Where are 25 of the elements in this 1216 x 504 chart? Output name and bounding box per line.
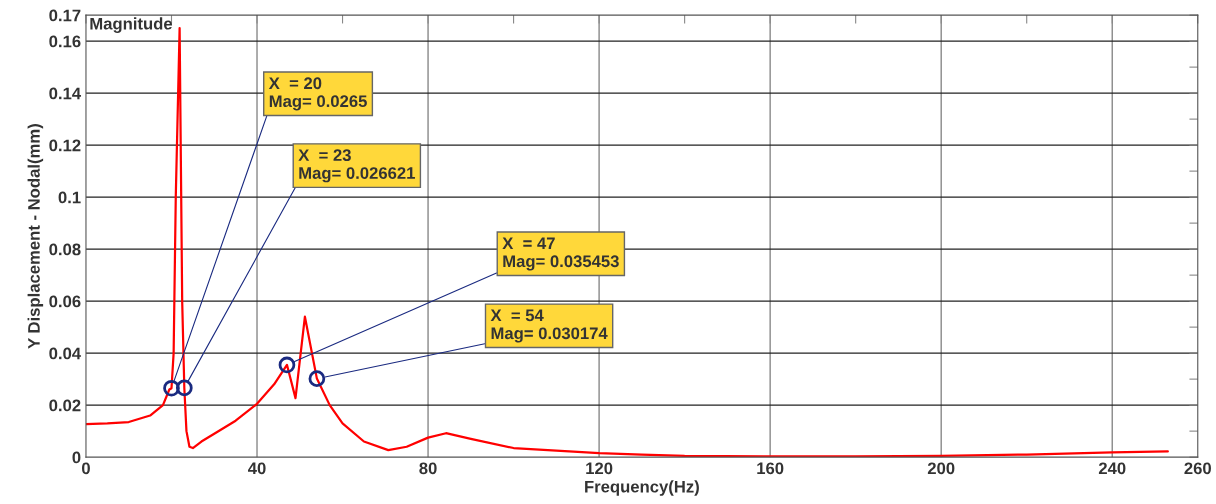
x-tick-label: 200 — [927, 462, 955, 475]
annotation: X = 20 Mag= 0.0265 — [268, 77, 367, 111]
y-tick-label: 0.1 — [58, 191, 81, 204]
x-tick-label: 240 — [1098, 462, 1126, 475]
y-tick-label: 0.17 — [49, 9, 81, 22]
x-tick-label: 40 — [248, 462, 266, 475]
y-tick-label: 0.08 — [49, 243, 81, 256]
y-tick-label: 0.12 — [49, 139, 81, 152]
x-tick-label: 260 — [1184, 462, 1211, 475]
y-tick-label: 0.14 — [49, 87, 82, 100]
x-tick-label: 120 — [586, 462, 613, 475]
annotation: X = 54 Mag= 0.030174 — [490, 309, 608, 343]
y-tick-label: 0.04 — [49, 347, 82, 360]
y-tick-label: 0.06 — [49, 295, 81, 308]
annotation: X = 47 Mag= 0.035453 — [502, 237, 619, 271]
y-axis-title: Y Displacement - Nodal(mm) — [27, 124, 44, 349]
x-axis-title: Frequency(Hz) — [585, 480, 699, 496]
annotation: X = 23 Mag= 0.026621 — [298, 149, 415, 183]
x-tick-label: 80 — [419, 462, 437, 475]
y-tick-label: 0 — [72, 451, 81, 464]
chart-title: Magnitude — [90, 17, 173, 33]
x-tick-label: 160 — [757, 462, 784, 475]
y-tick-label: 0.16 — [49, 35, 81, 48]
y-tick-label: 0.02 — [49, 399, 81, 412]
x-tick-label: 0 — [82, 462, 90, 475]
